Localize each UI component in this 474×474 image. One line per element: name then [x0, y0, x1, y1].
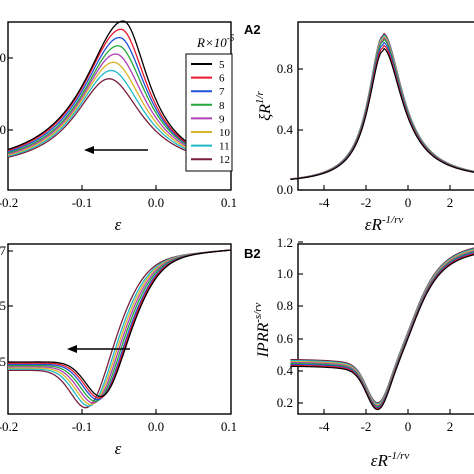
series-line: [8, 249, 232, 399]
series-line: [290, 44, 474, 180]
series-line: [290, 253, 474, 410]
panel-b2-xtick: -4: [319, 419, 330, 434]
series-line: [290, 254, 474, 411]
series-line: [290, 251, 474, 408]
panel-b1-ytick: 5: [0, 298, 6, 313]
panel-b2-ticks: [298, 241, 451, 414]
series-line: [290, 34, 474, 180]
legend-label: 12: [219, 154, 230, 166]
panel-a1-xtick: 0.0: [148, 195, 164, 210]
series-line: [290, 250, 474, 407]
panel-b2-ytick: 1.2: [277, 235, 293, 250]
panel-b2-xlabel: εR-1/rν: [371, 450, 410, 470]
panel-b1-ticks: [8, 250, 157, 414]
panel-a2: A2 -4 -2 0 2 0.0 0.4 0.8 εR-1/rν ξR1/r: [244, 21, 474, 234]
panel-a1-ticks: [8, 57, 157, 190]
panel-b1-arrow: [67, 345, 130, 353]
panel-b1-ytick: 5: [0, 354, 6, 369]
series-line: [290, 41, 474, 180]
panel-a2-ytick: 0.8: [277, 61, 293, 76]
panel-a2-xtick: -4: [319, 195, 330, 210]
series-line: [290, 35, 474, 180]
legend-label: 7: [219, 86, 225, 98]
series-line: [290, 249, 474, 406]
panel-a2-label: A2: [244, 22, 261, 37]
legend-label: 9: [219, 113, 225, 125]
series-line: [8, 249, 232, 402]
panel-a1-xtick: 0.1: [221, 195, 237, 210]
panel-b2-ytick: 1.0: [277, 266, 293, 281]
series-line: [290, 37, 474, 180]
panel-a2-xtick: 2: [447, 195, 454, 210]
panel-a1-xtick: -0.1: [72, 195, 93, 210]
panel-a1-xtick: -0.2: [0, 195, 18, 210]
series-line: [290, 38, 474, 180]
panel-b1-curves: [7, 249, 232, 409]
series-line: [290, 47, 474, 180]
panel-a2-ylabel: ξR1/r: [254, 91, 274, 121]
panel-a2-curves: [290, 32, 474, 180]
series-line: [290, 252, 474, 409]
series-line: [8, 249, 232, 409]
series-line: [290, 32, 474, 180]
panel-a2-frame: [297, 21, 474, 191]
panel-b2: B2 0.2 0.4 0.6 0.8 1.0 1.2 -4 -2 0 2 εR-…: [244, 235, 474, 470]
panel-b1-frame: [7, 243, 232, 415]
legend-label: 10: [219, 127, 231, 139]
panel-b2-curves: [290, 247, 474, 411]
panel-a2-ytick: 0.0: [277, 182, 293, 197]
panel-b1-xlabel: ε: [115, 439, 122, 458]
legend-label: 5: [219, 59, 225, 71]
panel-b2-xtick: 0: [405, 419, 412, 434]
panel-a1: -0.2 -0.1 0.0 0.1 0 0 ε R×10-5 5 67 89 10 11…: [0, 20, 237, 234]
legend-title: R×10-5: [196, 33, 235, 50]
panel-b1-ytick: 7: [0, 243, 7, 258]
panel-b2-ylabel: IPRR-s/rν: [252, 302, 272, 358]
panel-b2-ytick: 0.6: [277, 331, 294, 346]
panel-a1-arrow: [84, 146, 148, 154]
panel-a2-xtick: -2: [361, 195, 372, 210]
panel-a2-xtick: 0: [405, 195, 412, 210]
panel-b2-ytick: 0.4: [277, 363, 294, 378]
panel-b2-label: B2: [244, 246, 261, 261]
panel-b2-ytick: 0.8: [277, 298, 293, 313]
panel-a2-xlabel: εR-1/rν: [365, 214, 404, 234]
panel-b2-xtick: -2: [361, 419, 372, 434]
panel-b1-xtick: 0.0: [148, 419, 164, 434]
panel-b2-ytick: 0.2: [277, 395, 293, 410]
panel-a1-ytick: 0: [0, 50, 6, 65]
panel-a1-xlabel: ε: [115, 215, 122, 234]
series-line: [8, 249, 232, 401]
panel-b1-xtick: 0.1: [221, 419, 237, 434]
legend-frame: [185, 53, 233, 172]
series-line: [8, 249, 232, 398]
legend-label: 8: [219, 100, 225, 112]
panel-b2-xtick: 2: [447, 419, 454, 434]
panel-a1-ytick: 0: [0, 122, 6, 137]
panel-b1-xtick: -0.2: [0, 419, 18, 434]
panel-a2-ytick: 0.4: [277, 122, 294, 137]
panel-a2-ticks: [298, 68, 451, 191]
panel-b1-xtick: -0.1: [72, 419, 93, 434]
panel-b2-frame: [297, 243, 474, 415]
legend-label: 11: [219, 141, 230, 153]
legend-label: 6: [219, 73, 225, 85]
panel-b1: 7 5 5 -0.2 -0.1 0.0 0.1 ε: [0, 243, 237, 458]
